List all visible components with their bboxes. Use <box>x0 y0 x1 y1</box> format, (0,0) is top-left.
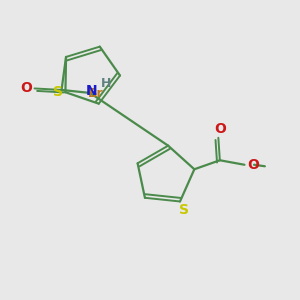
Text: H: H <box>100 77 111 90</box>
Text: O: O <box>20 81 32 95</box>
Text: S: S <box>53 85 63 99</box>
Text: N: N <box>86 83 98 98</box>
Text: O: O <box>214 122 226 136</box>
Text: Br: Br <box>88 87 103 100</box>
Text: O: O <box>248 158 259 172</box>
Text: S: S <box>178 203 189 218</box>
